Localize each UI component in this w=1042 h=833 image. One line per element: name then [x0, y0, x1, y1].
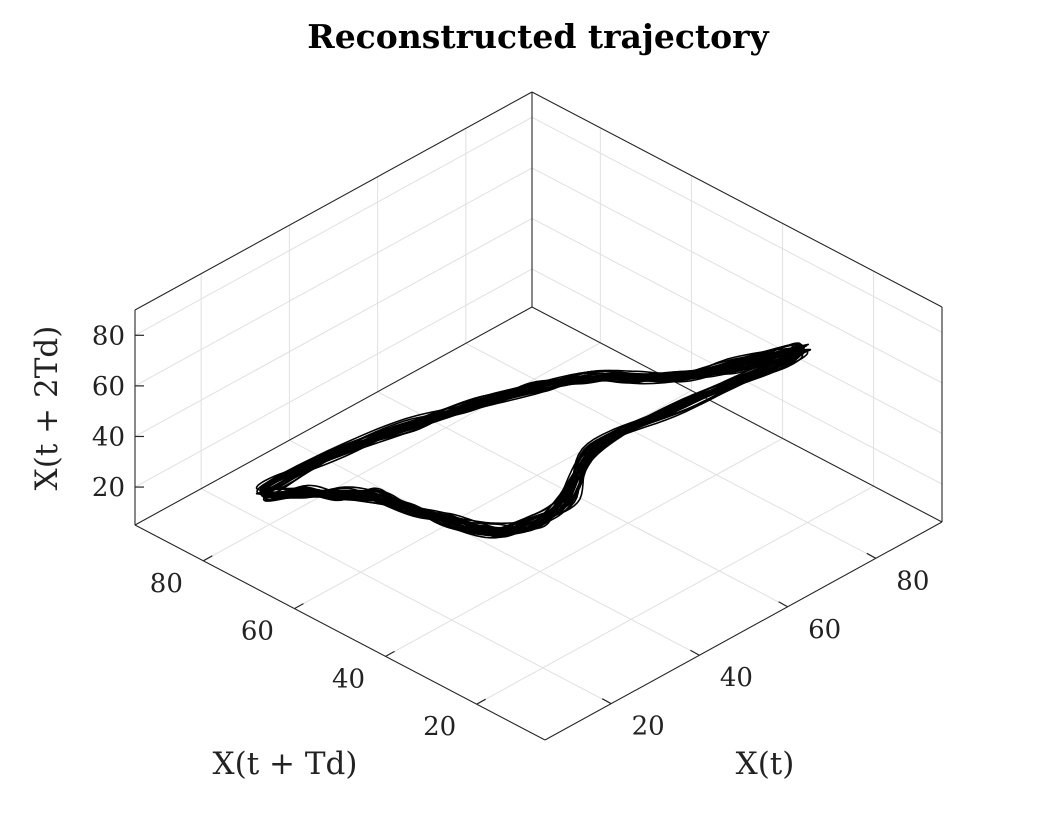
y-tick-label: 20	[423, 712, 456, 742]
trajectory-loop	[264, 348, 805, 534]
trajectory-loop	[258, 346, 804, 530]
grid-line-z-rightwall	[531, 116, 943, 333]
trajectory-loop	[260, 349, 804, 533]
y-tick-mark	[203, 555, 213, 562]
x-tick-label: 60	[808, 615, 841, 645]
x-axis-label: X(t)	[736, 746, 795, 782]
grid-line-y-floor	[385, 437, 783, 657]
z-tick-label: 40	[92, 422, 125, 452]
x-tick-mark	[690, 649, 700, 656]
data-layer	[255, 342, 812, 539]
y-tick-label: 80	[150, 569, 183, 599]
trajectory-loop	[255, 350, 809, 537]
grid-line-z-leftwall	[134, 167, 533, 387]
z-axis-label: X(t + 2Td)	[29, 326, 65, 491]
grid-line-z-rightwall	[531, 167, 943, 384]
grid-line-y-floor	[476, 485, 874, 705]
y-tick-mark	[385, 650, 395, 657]
z-tick-label: 80	[92, 321, 125, 351]
axis-box-edge	[531, 91, 943, 308]
x-tick-mark	[778, 601, 788, 608]
grid-line-x-floor	[289, 439, 700, 656]
grid-line-z-leftwall	[134, 116, 533, 336]
grid-line-y-floor	[203, 342, 601, 562]
x-tick-mark	[601, 698, 612, 705]
tick-layer: 20 40 60 80 20 40 60 80 20 40 60 80	[92, 321, 929, 742]
x-tick-mark	[866, 552, 877, 559]
trajectory-loop	[264, 348, 800, 531]
axis-box-edge	[544, 521, 943, 741]
trajectory-loop	[262, 344, 796, 530]
grid-line-x-floor	[377, 391, 788, 608]
grid-line-z-rightwall	[531, 218, 943, 434]
x-tick-label: 80	[896, 566, 929, 596]
trajectory-loop	[255, 349, 805, 532]
grid-line-z-leftwall	[134, 268, 533, 488]
axis-box-edge	[134, 306, 533, 526]
y-tick-mark	[294, 603, 304, 610]
axis-box-edge	[134, 524, 546, 741]
y-tick-label: 40	[332, 664, 365, 694]
x-tick-label: 20	[632, 712, 665, 742]
x-tick-label: 40	[720, 663, 753, 693]
y-tick-mark	[476, 698, 486, 705]
y-axis-label: X(t + Td)	[213, 746, 358, 782]
chart-title: Reconstructed trajectory	[307, 17, 769, 56]
axis-box-edge	[531, 306, 943, 523]
trajectory-loop	[265, 346, 805, 535]
grid-line-z-leftwall	[134, 218, 533, 437]
axis-box-edge	[134, 91, 533, 311]
z-tick-label: 60	[92, 372, 125, 402]
trajectory-loop	[264, 347, 805, 535]
trajectory-loop	[256, 350, 804, 538]
trajectory-loop	[263, 352, 800, 531]
z-tick-label: 20	[92, 473, 125, 503]
y-tick-label: 60	[241, 617, 274, 647]
